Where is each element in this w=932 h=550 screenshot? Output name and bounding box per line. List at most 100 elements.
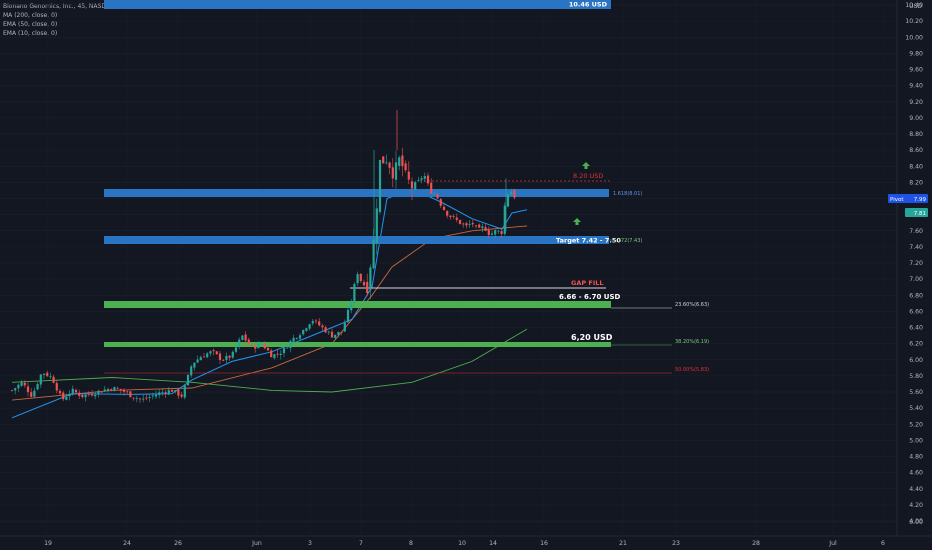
candle-body [46,372,49,377]
candle-body [506,194,510,207]
candle-body [138,398,142,400]
candle-body [215,351,218,355]
candle-body [33,390,36,397]
candle-body [58,390,62,394]
candle-body [250,344,254,346]
price-tick-label: 10.40 [905,2,923,9]
candle-body [257,343,260,349]
candle-body [266,347,270,351]
zone-666-label: 6.66 - 6.70 USD [559,293,620,301]
candle-body [49,376,52,377]
price-tick-label: 8.40 [909,163,923,170]
price-tick-label: 5.20 [909,421,923,428]
zone-620-label: 6,20 USD [571,333,613,342]
candle-body [132,397,135,399]
last-price-value: 7.81 [914,211,926,217]
price-tick-label: 4.20 [909,502,923,509]
price-tick-label: 5.40 [909,405,923,412]
candle-body [442,206,446,211]
level-annotations: 10.46 USD 1.618(8.01) 8.20 USD Target 7.… [104,0,709,374]
candle-body [465,223,468,226]
candle-body [439,199,442,206]
zone-666-box[interactable] [104,301,611,308]
fib-500-label: 50.00%(5.83) [675,367,709,373]
price-tick-label: 9.40 [909,83,923,90]
candle-body [295,338,298,339]
currency-label: USD [909,3,922,10]
candle-body [97,390,100,394]
candle-body [359,273,362,282]
up-arrow-icon [582,162,590,169]
candle-body [279,353,282,355]
candle-body [308,324,311,329]
candle-body [30,392,33,397]
candle-body [231,351,234,358]
candle-body [190,366,193,376]
legend-ema50[interactable]: EMA (50, close, 0) [3,21,58,28]
candle-body [273,354,276,359]
candle-body [170,390,174,392]
candle-body [327,331,330,333]
legend-ema10[interactable]: EMA (10, close, 0) [3,30,58,37]
top-zone-box[interactable] [104,0,611,9]
pivot-badge [888,194,928,203]
target-zone-box[interactable] [104,236,609,244]
candle-body [369,267,372,290]
candle-body [151,395,154,397]
fib-1618-zone[interactable] [104,189,609,197]
candle-body [167,390,170,395]
candle-body [180,394,183,397]
fib-1272-label: 1.272(7.43) [613,238,642,244]
candle-body [193,362,196,368]
candle-body [212,350,215,352]
candle-body [62,392,65,400]
candle-body [276,353,279,355]
candle-body [414,182,417,190]
candle-body [382,156,385,164]
candle-body [321,325,324,328]
candle-body [433,193,436,195]
candle-body [78,392,81,396]
price-tick-label: 7.00 [909,276,923,283]
ema50-line [11,225,528,401]
time-tick-label: 21 [619,540,627,547]
candle-body [314,320,318,322]
candle-body [26,386,30,393]
candle-body [23,382,26,386]
price-tick-label: 6.40 [909,325,923,332]
candle-body [394,162,398,180]
candle-body [372,239,375,269]
candle-body [42,373,46,375]
time-tick-label: 16 [540,540,548,547]
candle-body [55,383,58,391]
candle-body [286,347,289,349]
price-tick-label: 0.00 [909,519,923,526]
candle-body [484,227,487,231]
candle-body [503,205,506,235]
candle-body [218,353,222,360]
grid [0,4,897,523]
candle-body [145,397,148,399]
candle-body [302,329,305,335]
price-tick-label: 10.20 [905,18,923,25]
time-tick-label: 24 [123,540,131,547]
candle-body [366,281,369,294]
legend-ma200[interactable]: MA (200, close, 0) [3,12,58,19]
candle-body [10,390,14,392]
candle-body [404,163,407,171]
candle-body [158,392,161,395]
candle-body [164,392,167,394]
zone-620-box[interactable] [104,342,611,347]
candle-body [177,389,180,396]
candle-body [487,229,490,236]
candle-body [353,283,356,304]
candle-body [500,231,503,235]
candle-body [401,155,404,167]
price-tick-label: 9.00 [909,115,923,122]
candle-body [196,359,199,363]
candle-body [378,159,382,212]
candle-body [84,394,87,398]
price-tick-label: 9.20 [909,99,923,106]
